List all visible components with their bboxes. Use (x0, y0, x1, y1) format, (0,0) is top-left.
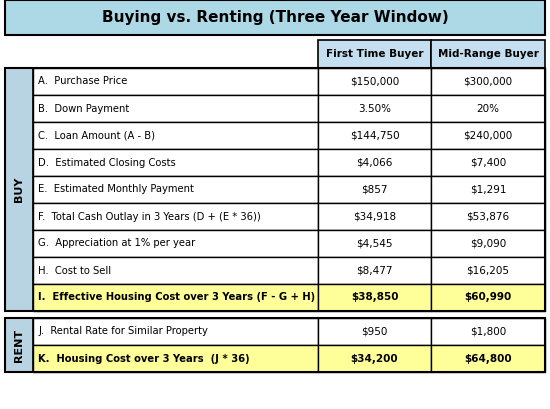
Bar (318, 95, 431, 122)
Text: $7,400: $7,400 (470, 157, 506, 168)
Bar (431, 68, 545, 95)
Bar (431, 95, 545, 122)
Bar (318, 122, 431, 149)
Text: G.  Appreciation at 1% per year: G. Appreciation at 1% per year (38, 238, 195, 249)
Text: $1,291: $1,291 (470, 184, 506, 195)
Text: E.  Estimated Monthly Payment: E. Estimated Monthly Payment (38, 184, 194, 195)
Text: $34,200: $34,200 (351, 353, 398, 364)
Text: F.  Total Cash Outlay in 3 Years (D + (E * 36)): F. Total Cash Outlay in 3 Years (D + (E … (38, 211, 261, 222)
Bar (431, 203, 545, 230)
Bar (431, 284, 545, 311)
Bar (431, 176, 545, 203)
Bar (318, 40, 431, 68)
Bar (33, 68, 318, 95)
Text: $34,918: $34,918 (353, 211, 396, 222)
Text: $950: $950 (361, 326, 388, 337)
Bar (33, 122, 318, 149)
Text: $300,000: $300,000 (464, 76, 513, 86)
Bar (431, 345, 545, 372)
Bar (431, 149, 545, 176)
Text: H.  Cost to Sell: H. Cost to Sell (38, 265, 111, 276)
Bar (5, 318, 33, 372)
Bar (431, 318, 545, 345)
Text: $4,545: $4,545 (356, 238, 393, 249)
Bar (318, 257, 431, 284)
Text: 20%: 20% (476, 103, 499, 114)
Bar (318, 318, 431, 345)
Bar (5, 68, 33, 311)
Text: $8,477: $8,477 (356, 265, 393, 276)
Text: $16,205: $16,205 (466, 265, 509, 276)
Bar (5, 318, 545, 372)
Bar (318, 203, 431, 230)
Text: K.  Housing Cost over 3 Years  (J * 36): K. Housing Cost over 3 Years (J * 36) (38, 353, 250, 364)
Bar (318, 284, 431, 311)
Text: $9,090: $9,090 (470, 238, 506, 249)
Bar (33, 203, 318, 230)
Bar (33, 149, 318, 176)
Bar (318, 149, 431, 176)
Bar (33, 257, 318, 284)
Bar (33, 95, 318, 122)
Bar (318, 345, 431, 372)
Bar (431, 122, 545, 149)
Bar (33, 345, 318, 372)
Text: $857: $857 (361, 184, 388, 195)
Text: Buying vs. Renting (Three Year Window): Buying vs. Renting (Three Year Window) (102, 10, 448, 25)
Text: I.  Effective Housing Cost over 3 Years (F - G + H): I. Effective Housing Cost over 3 Years (… (38, 292, 315, 303)
Text: C.  Loan Amount (A - B): C. Loan Amount (A - B) (38, 130, 155, 141)
Text: $144,750: $144,750 (350, 130, 399, 141)
Text: $150,000: $150,000 (350, 76, 399, 86)
Bar (33, 176, 318, 203)
Text: 3.50%: 3.50% (358, 103, 391, 114)
Bar (33, 230, 318, 257)
Text: First Time Buyer: First Time Buyer (326, 49, 424, 59)
Text: $53,876: $53,876 (466, 211, 509, 222)
Bar (318, 230, 431, 257)
Text: $1,800: $1,800 (470, 326, 506, 337)
Text: B.  Down Payment: B. Down Payment (38, 103, 129, 114)
Text: RENT: RENT (14, 328, 24, 362)
Text: J.  Rental Rate for Similar Property: J. Rental Rate for Similar Property (38, 326, 208, 337)
Text: $64,800: $64,800 (464, 353, 512, 364)
Bar (318, 68, 431, 95)
Bar (33, 284, 318, 311)
Bar (5, 40, 318, 68)
Text: $60,990: $60,990 (464, 292, 512, 303)
Text: A.  Purchase Price: A. Purchase Price (38, 76, 128, 86)
Bar (5, 68, 545, 311)
Bar (431, 40, 545, 68)
Text: Mid-Range Buyer: Mid-Range Buyer (438, 49, 538, 59)
Text: $38,850: $38,850 (351, 292, 398, 303)
Bar (431, 257, 545, 284)
Bar (318, 176, 431, 203)
Text: D.  Estimated Closing Costs: D. Estimated Closing Costs (38, 157, 176, 168)
Text: $240,000: $240,000 (463, 130, 513, 141)
Text: BUY: BUY (14, 177, 24, 202)
Bar (431, 230, 545, 257)
Bar (5, 0, 545, 35)
Text: $4,066: $4,066 (356, 157, 393, 168)
Bar (33, 318, 318, 345)
